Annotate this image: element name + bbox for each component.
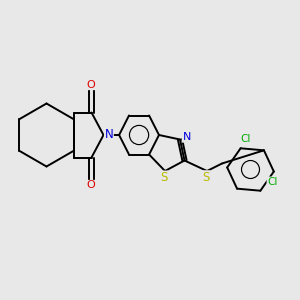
Text: O: O [86,180,95,190]
Text: S: S [202,171,210,184]
Text: N: N [182,132,191,142]
Text: N: N [104,128,113,142]
Text: Cl: Cl [240,134,250,144]
Text: S: S [160,171,168,184]
Text: Cl: Cl [267,177,278,187]
Text: O: O [86,80,95,90]
